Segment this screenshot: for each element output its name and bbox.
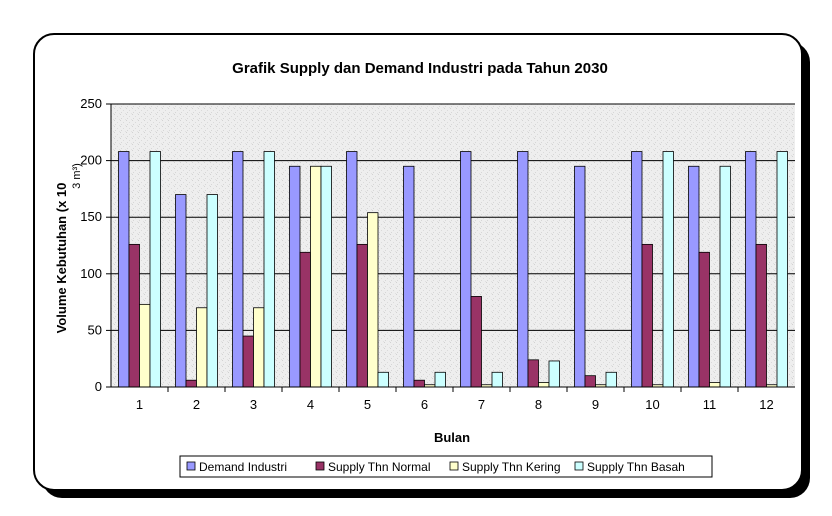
bar	[367, 212, 379, 388]
legend-swatch	[449, 461, 459, 471]
bar	[755, 243, 767, 388]
x-tick-label: 6	[421, 397, 428, 412]
legend-label: Supply Thn Normal	[328, 460, 431, 474]
x-tick-label: 10	[645, 397, 659, 412]
legend-swatch	[186, 461, 196, 471]
x-tick-label: 5	[364, 397, 371, 412]
bar	[149, 151, 161, 388]
bar	[310, 165, 322, 388]
bar	[631, 151, 643, 388]
gridlines	[111, 103, 795, 331]
legend-label: Supply Thn Kering	[462, 460, 561, 474]
y-tick-label: 250	[80, 96, 102, 111]
bar	[356, 243, 368, 388]
bar	[434, 371, 446, 388]
plot-area	[111, 104, 795, 387]
bar	[698, 251, 710, 388]
chart-title: Grafik Supply dan Demand Industri pada T…	[232, 60, 608, 77]
bar	[346, 151, 358, 388]
bar	[470, 296, 482, 388]
bar	[709, 382, 721, 388]
bar	[242, 335, 254, 388]
bar	[196, 307, 208, 388]
x-tick-label: 4	[307, 397, 314, 412]
y-tick-label: 150	[80, 209, 102, 224]
bar	[584, 375, 596, 388]
bar	[253, 307, 265, 388]
y-axis-unit: 3 m³)	[71, 163, 83, 189]
bar	[641, 243, 653, 388]
x-tick-label: 2	[193, 397, 200, 412]
x-tick-label: 9	[592, 397, 599, 412]
x-axis-title: Bulan	[434, 430, 470, 445]
bar	[491, 371, 503, 388]
bar	[206, 194, 218, 388]
bar	[403, 165, 415, 388]
legend-swatch	[574, 461, 584, 471]
y-tick-label: 100	[80, 266, 102, 281]
legend-label: Supply Thn Basah	[587, 460, 685, 474]
bar	[548, 360, 560, 388]
legend	[179, 455, 713, 478]
bar	[289, 165, 301, 388]
bar	[517, 151, 529, 388]
x-tick-label: 12	[759, 397, 773, 412]
bar	[320, 165, 332, 388]
bar	[574, 165, 586, 388]
bar	[745, 151, 757, 388]
bar	[688, 165, 700, 388]
x-tick-label: 8	[535, 397, 542, 412]
bar	[232, 151, 244, 388]
x-tick-label: 11	[703, 397, 717, 412]
legend-items: Demand Industri Supply Thn Normal Supply T…	[186, 460, 685, 474]
bars	[118, 151, 788, 388]
y-tick-label: 0	[95, 379, 102, 394]
bar	[263, 151, 275, 388]
bar	[413, 379, 425, 388]
y-tick-label: 50	[88, 322, 102, 337]
x-tick-labels: 1 2 3 4 5 6 7 8 9 10 11 12	[136, 397, 774, 412]
y-tick-labels: 0 50 100 150 200 250	[80, 96, 102, 394]
bar	[118, 151, 130, 388]
x-tick-label: 3	[250, 397, 257, 412]
bar	[776, 151, 788, 388]
bar	[527, 359, 539, 388]
bar	[538, 382, 550, 388]
bar	[377, 371, 389, 388]
y-axis-title: Volume Kebutuhan (x 10	[54, 183, 69, 334]
x-tick-label: 7	[478, 397, 485, 412]
y-tick-label: 200	[80, 153, 102, 168]
x-tick-label: 1	[136, 397, 143, 412]
bar	[605, 371, 617, 388]
bar	[175, 194, 187, 388]
bar	[460, 151, 472, 388]
bar	[719, 165, 731, 388]
axes	[106, 103, 795, 392]
bar	[185, 379, 197, 388]
bar	[662, 151, 674, 388]
legend-label: Demand Industri	[199, 460, 287, 474]
bar	[139, 303, 151, 388]
bar	[299, 251, 311, 388]
legend-swatch	[315, 461, 325, 471]
bar	[128, 243, 140, 388]
